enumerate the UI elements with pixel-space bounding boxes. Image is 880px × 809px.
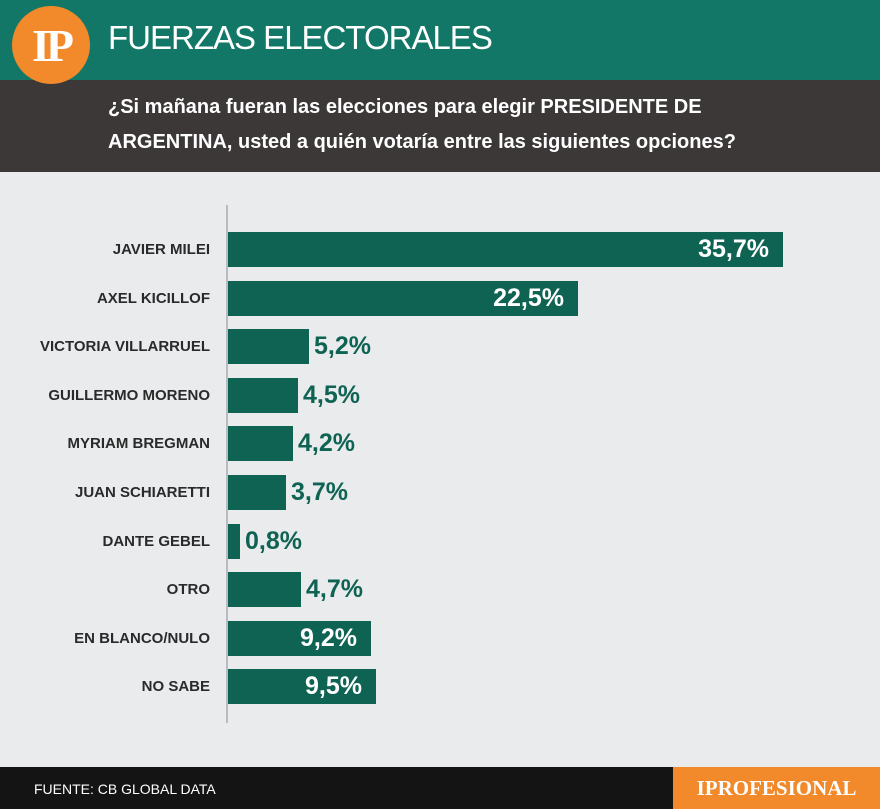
- bar-value-label: 3,7%: [291, 478, 348, 506]
- header-band: [0, 0, 880, 82]
- category-label: JUAN SCHIARETTI: [74, 484, 210, 501]
- bar-value-label: 22,5%: [493, 284, 564, 312]
- category-label: VICTORIA VILLARRUEL: [39, 338, 210, 355]
- iprofesional-brand: IPROFESIONAL: [673, 767, 880, 809]
- category-label: GUILLERMO MORENO: [48, 387, 210, 404]
- category-label: OTRO: [166, 581, 210, 598]
- survey-question: ¿Si mañana fueran las elecciones para el…: [108, 96, 736, 153]
- bar: [228, 232, 783, 267]
- bar-value-label: 35,7%: [698, 235, 769, 263]
- bar-value-label: 9,2%: [300, 624, 357, 652]
- bar: [228, 524, 240, 559]
- category-label: MYRIAM BREGMAN: [67, 435, 211, 452]
- y-axis-line: [226, 205, 228, 723]
- category-label: AXEL KICILLOF: [96, 290, 210, 307]
- bar-value-label: 5,2%: [314, 332, 371, 360]
- ip-logo: IP: [12, 6, 90, 84]
- bar: [228, 475, 286, 510]
- category-label: DANTE GEBEL: [102, 533, 210, 550]
- bar-value-label: 4,5%: [303, 381, 360, 409]
- bar-value-label: 4,7%: [306, 575, 363, 603]
- bar: [228, 669, 376, 704]
- bar-value-label: 4,2%: [298, 429, 355, 457]
- bar: [228, 281, 578, 316]
- category-label: EN BLANCO/NULO: [74, 630, 210, 647]
- bar-value-label: 9,5%: [305, 672, 362, 700]
- category-label: JAVIER MILEI: [112, 241, 210, 258]
- bar: [228, 572, 301, 607]
- bar: [228, 329, 309, 364]
- category-label: NO SABE: [141, 678, 210, 695]
- bar: [228, 426, 293, 461]
- bar-value-label: 0,8%: [245, 527, 302, 555]
- source-note: FUENTE: CB GLOBAL DATA: [34, 781, 216, 797]
- bar: [228, 621, 371, 656]
- question-band: [0, 80, 880, 172]
- bar: [228, 378, 298, 413]
- section-title: FUERZAS ELECTORALES: [108, 19, 493, 56]
